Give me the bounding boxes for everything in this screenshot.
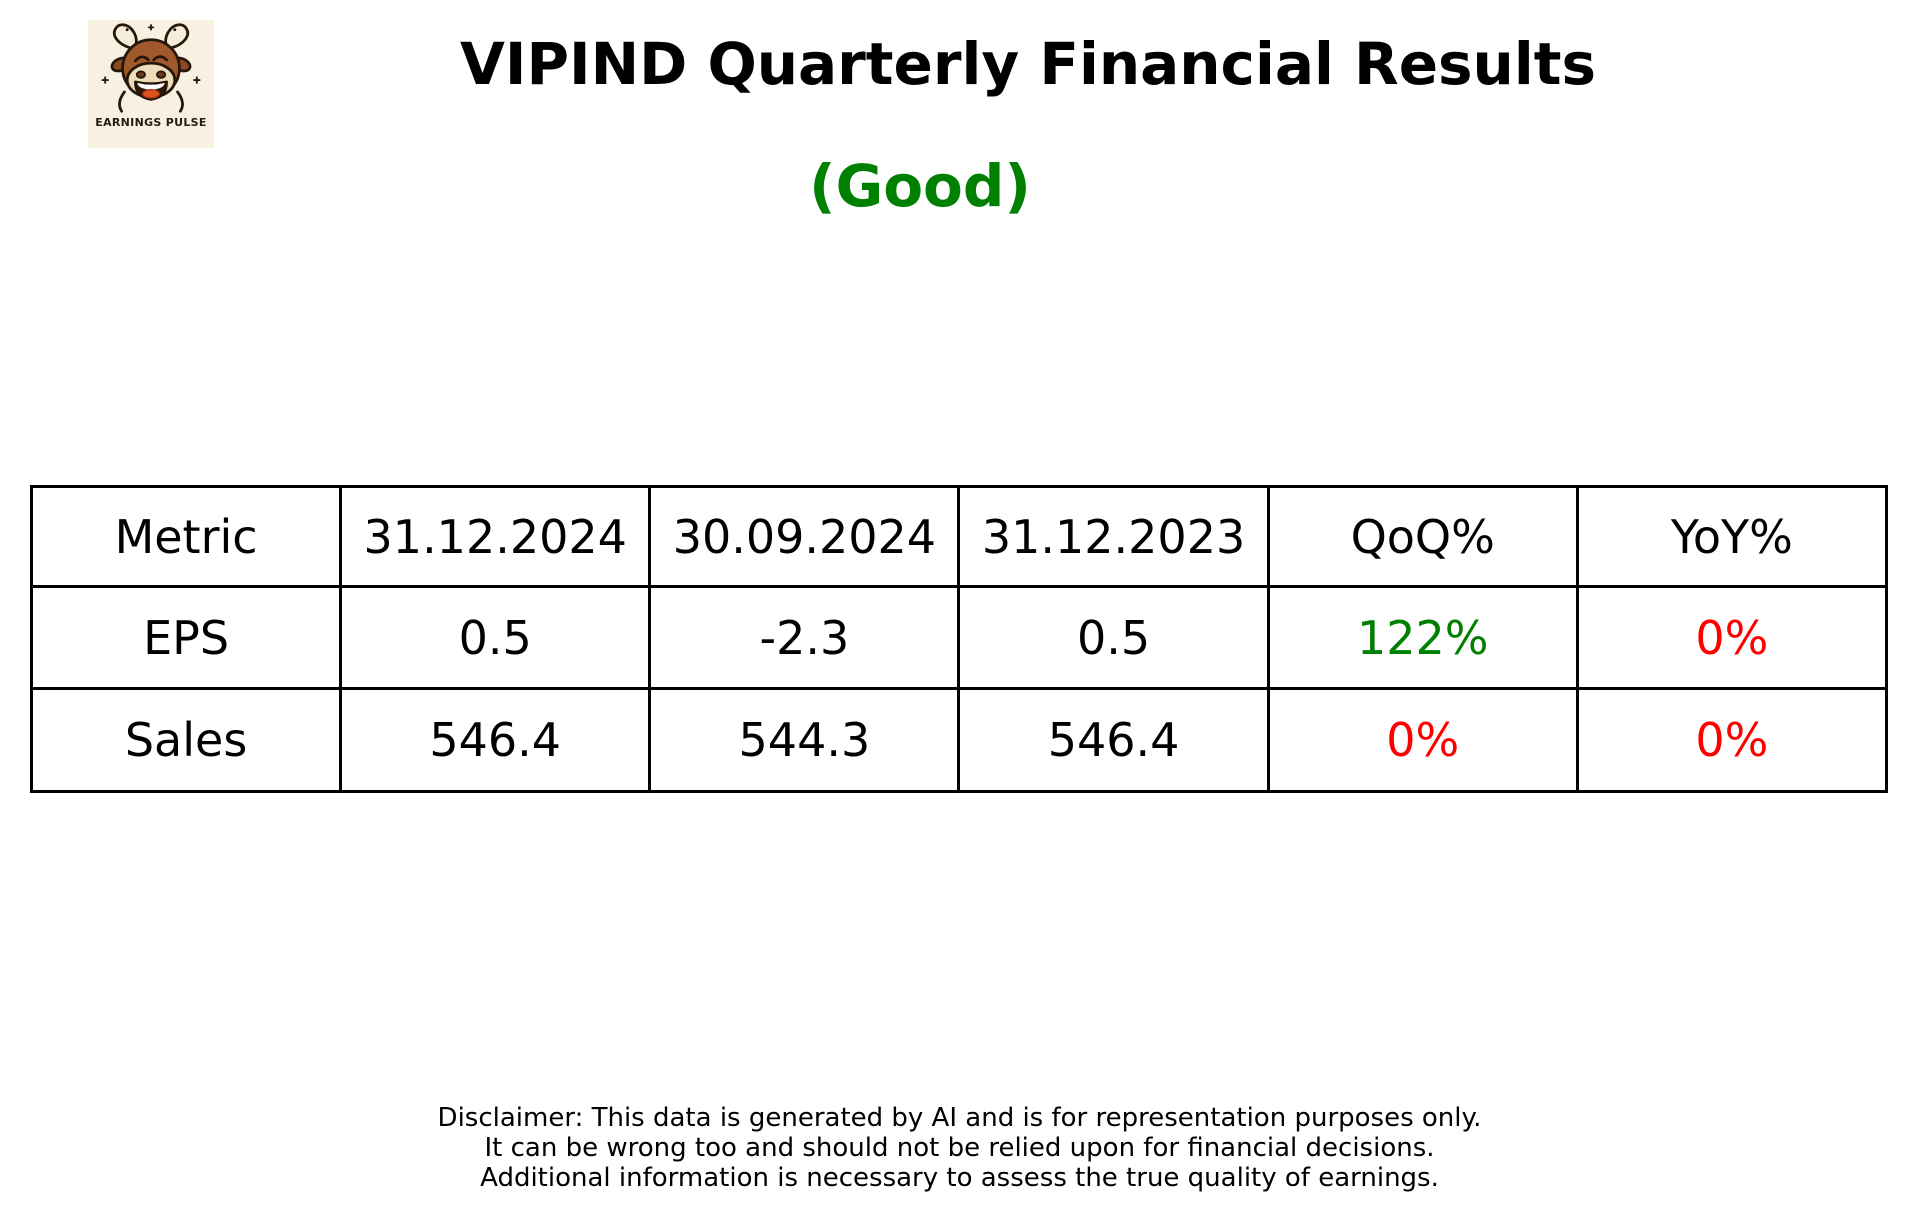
column-header-yoy: YoY% <box>1575 485 1889 588</box>
laughing-bull-icon <box>101 23 201 113</box>
disclaimer: Disclaimer: This data is generated by AI… <box>0 1103 1919 1193</box>
brand-name: EARNINGS PULSE <box>95 116 207 129</box>
cell-sales-metric: Sales <box>29 687 343 793</box>
cell-eps-yearago: 0.5 <box>957 585 1270 690</box>
brand-logo: EARNINGS PULSE <box>88 20 214 148</box>
column-header-q-prev: 30.09.2024 <box>648 485 961 588</box>
cell-sales-yoy: 0% <box>1575 687 1889 793</box>
cell-sales-yearago: 546.4 <box>957 687 1270 793</box>
cell-eps-yoy: 0% <box>1575 585 1889 690</box>
disclaimer-line: Additional information is necessary to a… <box>480 1163 1439 1193</box>
cell-eps-qoq: 122% <box>1266 585 1579 690</box>
cell-sales-latest: 546.4 <box>339 687 652 793</box>
page-title: VIPIND Quarterly Financial Results <box>460 30 1596 98</box>
column-header-q-yearago: 31.12.2023 <box>957 485 1270 588</box>
column-header-metric: Metric <box>29 485 343 588</box>
verdict-badge: (Good) <box>809 152 1031 220</box>
table-row-sales: Sales 546.4 544.3 546.4 0% 0% <box>29 687 1889 793</box>
cell-sales-prev: 544.3 <box>648 687 961 793</box>
cell-eps-latest: 0.5 <box>339 585 652 690</box>
column-header-qoq: QoQ% <box>1266 485 1579 588</box>
financials-table: Metric 31.12.2024 30.09.2024 31.12.2023 … <box>29 485 1889 793</box>
column-header-q-latest: 31.12.2024 <box>339 485 652 588</box>
cell-sales-qoq: 0% <box>1266 687 1579 793</box>
table-row-eps: EPS 0.5 -2.3 0.5 122% 0% <box>29 585 1889 690</box>
disclaimer-line: It can be wrong too and should not be re… <box>484 1133 1435 1163</box>
cell-eps-prev: -2.3 <box>648 585 961 690</box>
table-header-row: Metric 31.12.2024 30.09.2024 31.12.2023 … <box>29 485 1889 588</box>
disclaimer-line: Disclaimer: This data is generated by AI… <box>437 1103 1482 1133</box>
cell-eps-metric: EPS <box>29 585 343 690</box>
